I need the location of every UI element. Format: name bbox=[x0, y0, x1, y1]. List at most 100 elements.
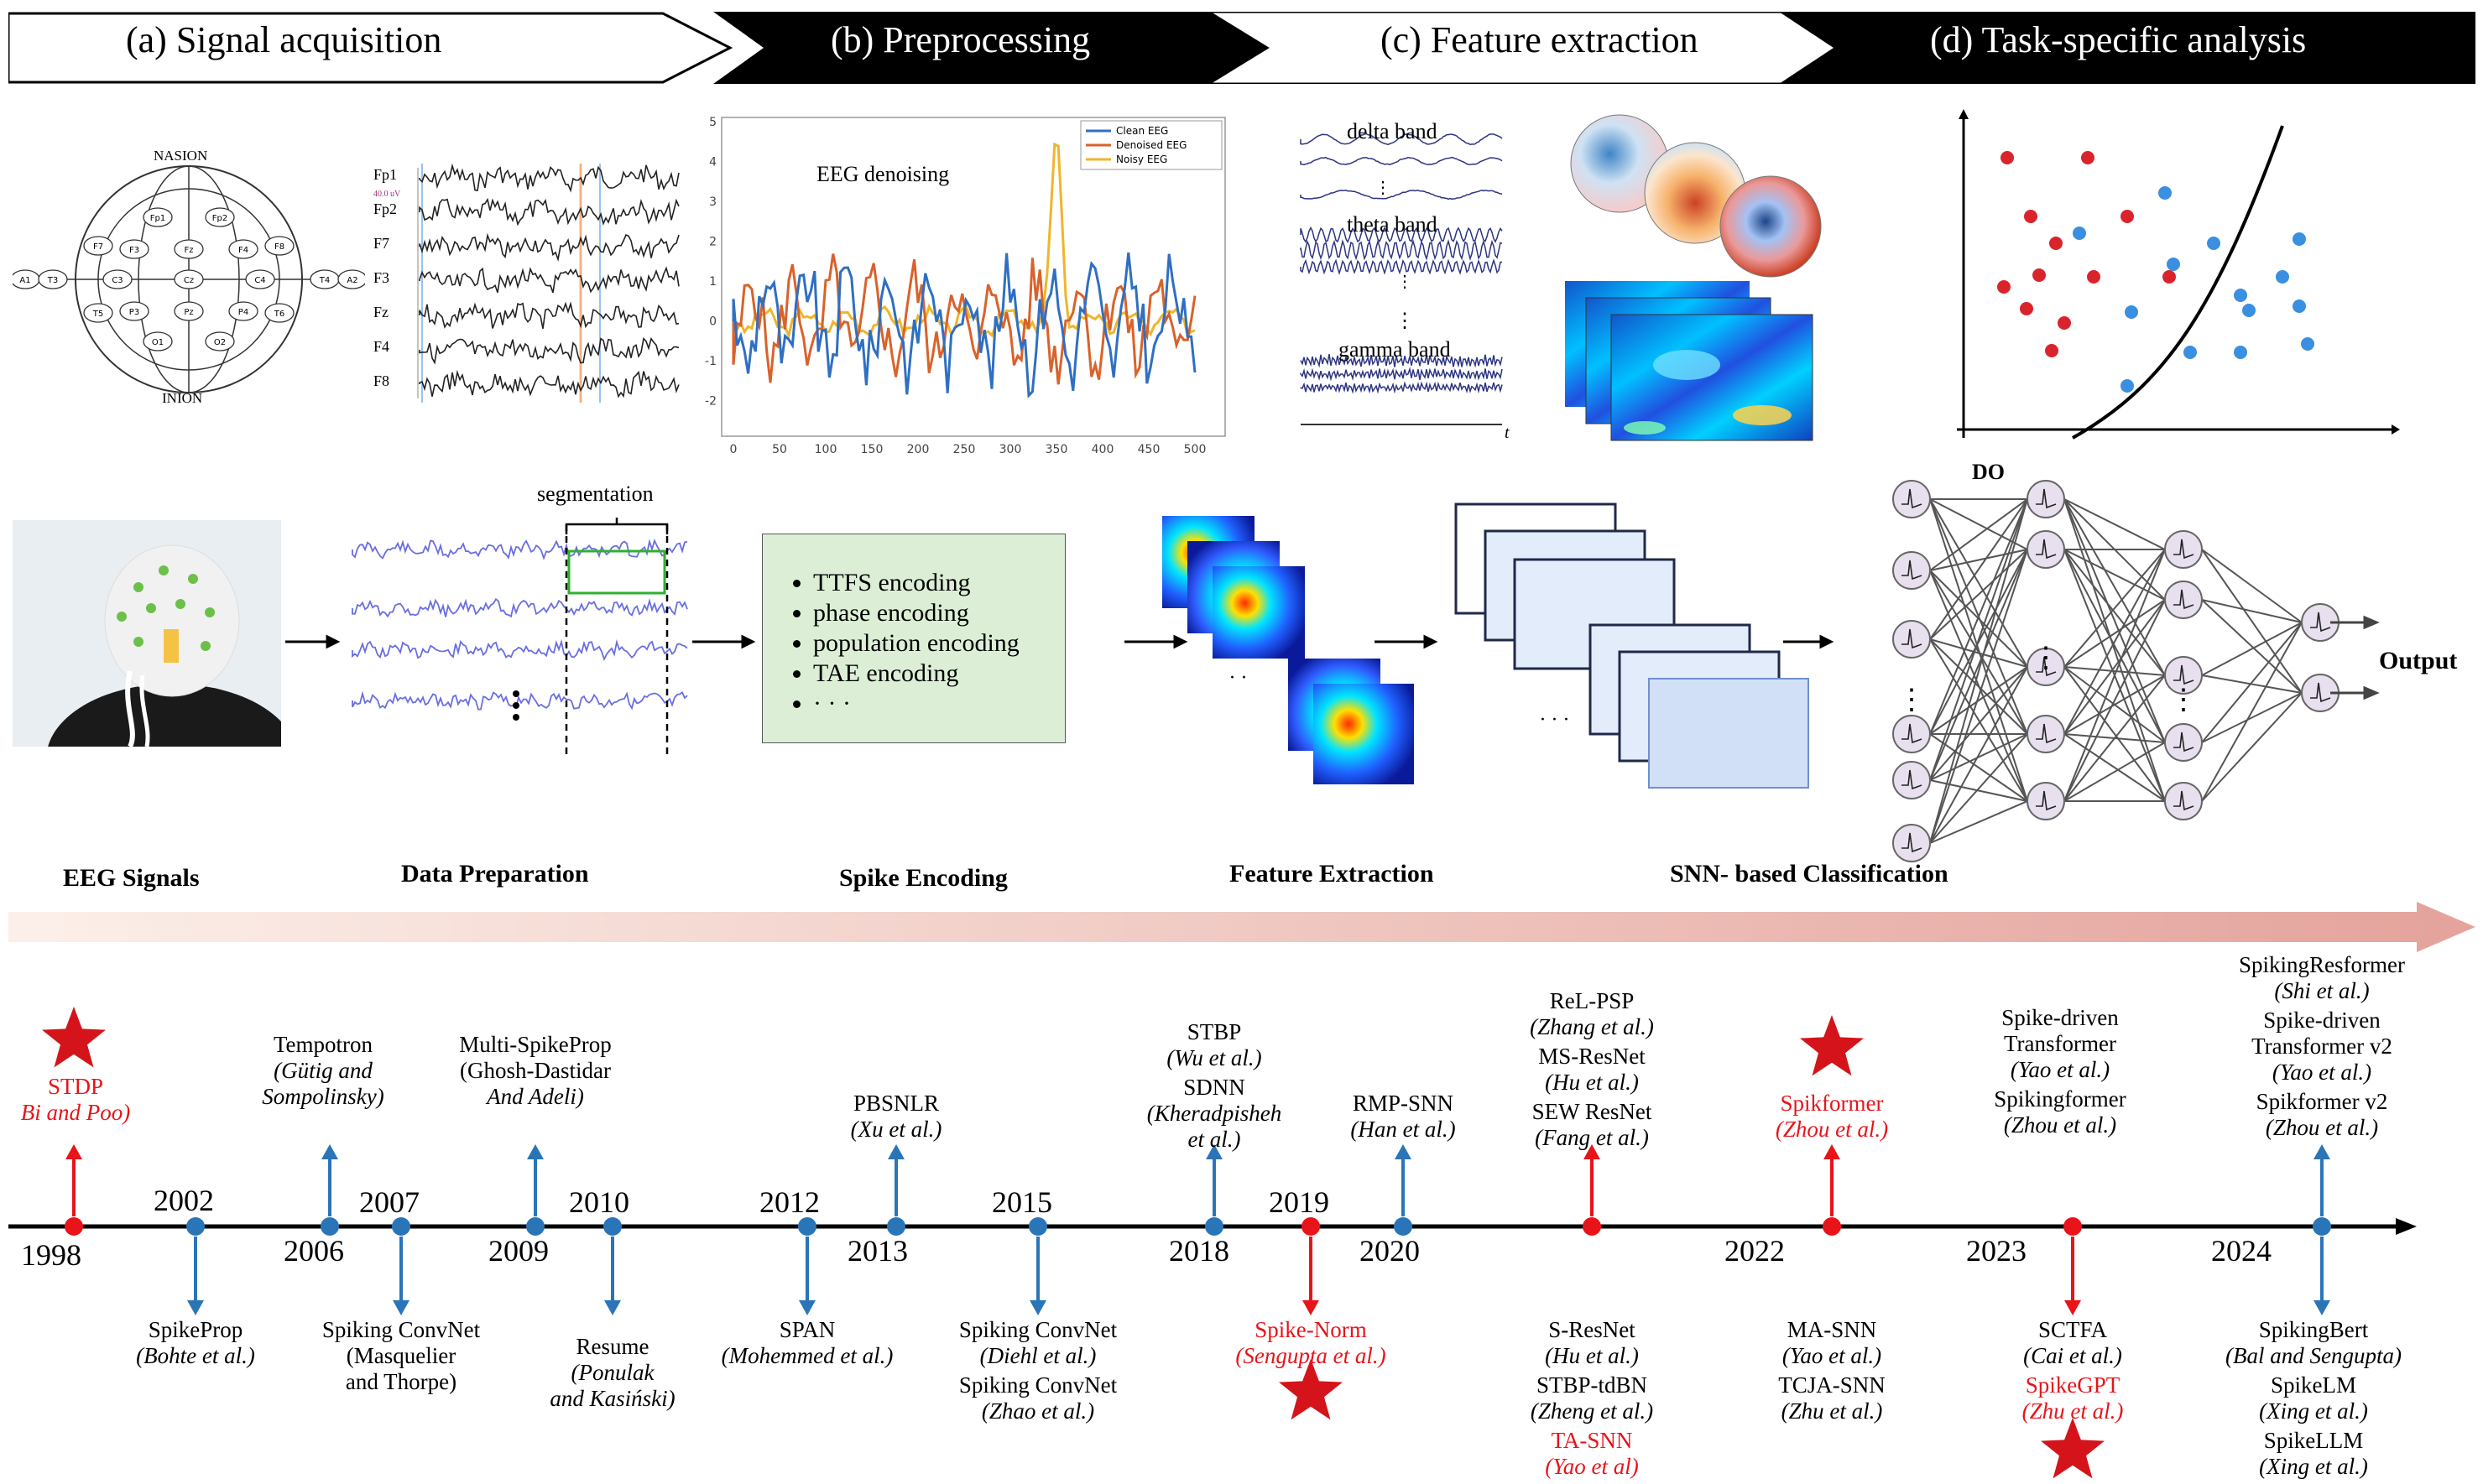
blue-point bbox=[2125, 305, 2138, 319]
y-tick: 3 bbox=[709, 195, 717, 209]
timeline-marker bbox=[2063, 1217, 2082, 1315]
svg-text:⋮: ⋮ bbox=[1897, 683, 1926, 716]
timeline-marker bbox=[1301, 1217, 1320, 1315]
electrode-c4: C4 bbox=[245, 269, 275, 289]
svg-text:⋮: ⋮ bbox=[2169, 683, 2198, 716]
timeline-marker bbox=[321, 1144, 339, 1236]
spike-heatmaps: · · bbox=[1162, 516, 1414, 784]
red-point bbox=[2032, 268, 2046, 282]
blue-point bbox=[2158, 186, 2172, 200]
channel-label: Fp2 bbox=[373, 200, 398, 217]
blue-point bbox=[2301, 337, 2314, 351]
y-tick: -2 bbox=[705, 395, 717, 409]
eeg-cap-diagram: Fp1 Fp2 F7 F3 Fz F4 F8 A1 T3 C3 Cz C4 T4 A2 T5 P3 Pz P4 T6… bbox=[13, 165, 365, 393]
output-label: Output bbox=[2379, 647, 2458, 674]
timeline-marker bbox=[1583, 1144, 1601, 1236]
electrode-f4: F4 bbox=[228, 239, 258, 259]
timeline-entry: PBSNLR (Xu et al.) bbox=[850, 1091, 942, 1142]
eeg-channel-trace bbox=[419, 301, 680, 329]
pipeline-arrows bbox=[285, 634, 1834, 649]
blue-point bbox=[2293, 299, 2306, 313]
electrode-fp1: Fp1 bbox=[143, 207, 173, 227]
timeline-marker bbox=[1205, 1144, 1223, 1236]
red-point bbox=[2045, 344, 2058, 357]
denoised-eeg-line bbox=[732, 253, 1197, 385]
red-point bbox=[2120, 210, 2134, 223]
timeline-entry: Spiking ConvNet (Diehl et al.) Spiking Con… bbox=[958, 1317, 1118, 1424]
y-tick: 0 bbox=[709, 315, 717, 329]
timeline-entry: S-ResNet (Hu et al.) STBP-tdBN (Zheng et al… bbox=[1530, 1317, 1654, 1479]
timeline-marker bbox=[2313, 1144, 2331, 1315]
electrode-fp2: Fp2 bbox=[205, 207, 235, 227]
electrode-cz: Cz bbox=[174, 269, 204, 289]
x-tick: 50 bbox=[772, 443, 787, 456]
feature-maps-stack: · · · bbox=[1454, 502, 1809, 789]
milestone-star bbox=[42, 1007, 106, 1068]
svg-text:P3: P3 bbox=[129, 308, 139, 317]
band-trace bbox=[1300, 381, 1503, 394]
timeline-entry: STDP Bi and Poo) bbox=[20, 1074, 131, 1125]
svg-text:Clean EEG: Clean EEG bbox=[1116, 125, 1168, 137]
svg-text:A2: A2 bbox=[347, 276, 357, 285]
svg-text:T6: T6 bbox=[274, 310, 284, 319]
timeline-year: 2015 bbox=[992, 1185, 1052, 1219]
eeg-channel-trace bbox=[419, 163, 680, 193]
encoding-item: TTFS encoding bbox=[813, 568, 1065, 598]
electrode-f3: F3 bbox=[119, 239, 149, 259]
timeline-axis bbox=[8, 1007, 2417, 1479]
legend-item: Clean EEG bbox=[1086, 125, 1168, 137]
prep-trace bbox=[352, 597, 688, 618]
snn-neuron bbox=[1892, 824, 1931, 862]
snn-neuron bbox=[2164, 723, 2203, 762]
timeline-entry: SpikingResformer (Shi et al.) Spike-driven… bbox=[2239, 952, 2405, 1140]
svg-text:⋮: ⋮ bbox=[1375, 177, 1391, 197]
svg-text:F4: F4 bbox=[238, 246, 248, 255]
band-trace bbox=[1300, 367, 1503, 382]
electrode-p3: P3 bbox=[119, 301, 149, 321]
timeline-year: 2023 bbox=[1966, 1234, 2027, 1268]
theta-band-label: theta band bbox=[1347, 212, 1437, 237]
snn-network: ⋮ ⋮ ⋮ bbox=[1892, 480, 2380, 862]
snn-neuron bbox=[2301, 674, 2340, 712]
band-trace bbox=[1300, 258, 1503, 275]
blue-point bbox=[2183, 346, 2197, 359]
noisy-eeg-line bbox=[732, 142, 1196, 340]
channel-label: F4 bbox=[373, 338, 390, 355]
channel-label: F8 bbox=[373, 372, 390, 389]
label-eeg-signals: EEG Signals bbox=[63, 864, 200, 892]
timeline-entry: STBP (Wu et al.) SDNN (Kheradpisheh et al.) bbox=[1146, 1019, 1282, 1152]
snn-neuron bbox=[1892, 715, 1931, 753]
blue-point bbox=[2073, 227, 2086, 240]
snn-neuron bbox=[1892, 480, 1931, 518]
timeline-marker bbox=[526, 1144, 545, 1236]
x-tick: 200 bbox=[907, 443, 930, 456]
y-tick: -1 bbox=[705, 355, 717, 368]
svg-text:Fz: Fz bbox=[184, 246, 193, 255]
milestone-star bbox=[1279, 1359, 1343, 1420]
timeline-marker bbox=[1394, 1144, 1412, 1236]
blue-point bbox=[2276, 270, 2289, 284]
svg-text:Denoised EEG: Denoised EEG bbox=[1116, 139, 1187, 151]
band-trace bbox=[1300, 156, 1503, 166]
timeline-entry: Spikformer (Zhou et al.) bbox=[1775, 1091, 1889, 1142]
band-trace bbox=[1300, 190, 1503, 200]
timeline-year: 1998 bbox=[21, 1238, 81, 1272]
x-tick: 100 bbox=[815, 443, 837, 456]
nasion-label: NASION bbox=[154, 148, 208, 164]
timeline-marker bbox=[186, 1217, 205, 1315]
svg-text:⋮: ⋮ bbox=[1396, 271, 1413, 291]
timeline-year: 2019 bbox=[1269, 1185, 1329, 1219]
prep-trace bbox=[352, 538, 688, 560]
denoise-chart: 5 4 3 2 1 0 -1 -2 0 50 100 150 200 250 300 350 400 450 500… bbox=[705, 116, 1226, 456]
svg-text:O2: O2 bbox=[214, 338, 226, 347]
label-data-preparation: Data Preparation bbox=[401, 860, 589, 888]
timeline-entry: Tempotron (Gütig and Sompolinsky) bbox=[262, 1032, 384, 1109]
electrode-a1: A1 bbox=[13, 269, 40, 289]
red-point bbox=[2020, 302, 2033, 315]
timeline-entry: Spiking ConvNet (Masquelier and Thorpe) bbox=[321, 1317, 481, 1394]
timeline-year: 2013 bbox=[848, 1234, 908, 1268]
snn-neuron bbox=[1892, 551, 1931, 590]
prep-trace bbox=[352, 690, 688, 711]
milestone-star bbox=[2041, 1418, 2105, 1479]
label-feature-extraction: Feature Extraction bbox=[1229, 860, 1434, 888]
